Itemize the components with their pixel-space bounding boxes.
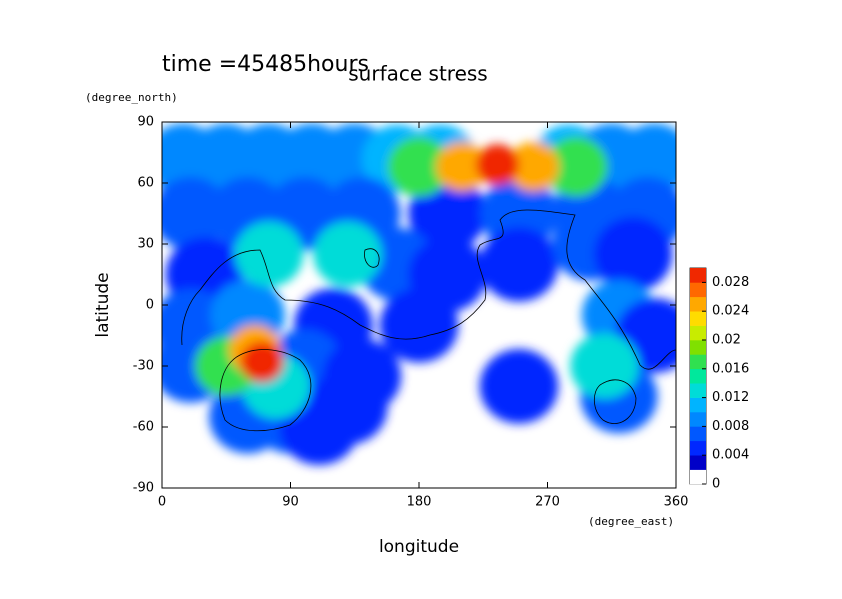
contour-region	[479, 227, 559, 302]
y-tick-label: 0	[146, 298, 154, 313]
y-units: (degree_north)	[85, 91, 178, 104]
y-tick-label: 90	[137, 115, 154, 130]
contour-region	[593, 216, 673, 292]
colorbar-band	[690, 383, 706, 398]
x-tick-label: 270	[535, 495, 560, 510]
coastline	[181, 209, 676, 370]
colorbar-band	[690, 311, 706, 326]
colorbar-band	[690, 426, 706, 442]
contour-region	[379, 288, 459, 363]
colorbar-band	[690, 296, 706, 312]
contour-region	[435, 142, 488, 192]
colorbar-band	[690, 440, 706, 456]
y-tick-label: -60	[133, 420, 154, 435]
contour-region	[162, 176, 230, 251]
annotation: time =45485hours	[162, 52, 369, 77]
colorbar-band	[690, 282, 706, 298]
contour-region	[234, 221, 304, 287]
field	[162, 123, 676, 465]
x-tick-label: 90	[282, 495, 299, 510]
chart-title: surface stress	[348, 62, 487, 86]
coastlines	[181, 209, 676, 432]
contour-fill	[162, 123, 676, 465]
coastline	[364, 248, 380, 268]
colorbar-band	[690, 469, 706, 485]
contour-region	[570, 333, 639, 399]
contour-region	[617, 123, 676, 194]
colorbar-band	[690, 368, 706, 384]
colorbar-tick-label: 0.016	[712, 361, 749, 376]
coastline	[593, 379, 637, 424]
colorbar-tick-label: 0	[712, 477, 720, 492]
colorbar-tick-label: 0.028	[712, 275, 749, 290]
colorbar-tick-label: 0.004	[712, 448, 749, 463]
y-tick-label: -90	[133, 481, 154, 496]
y-tick-label: 60	[137, 176, 154, 191]
colorbar-band	[690, 397, 706, 413]
colorbar-band	[690, 268, 706, 283]
colorbar-band	[690, 340, 706, 355]
y-label: latitude	[93, 272, 113, 337]
x-tick-label: 0	[158, 495, 166, 510]
colorbar-band	[690, 354, 706, 370]
colorbar-tick-label: 0.024	[712, 304, 749, 319]
contour-region	[387, 136, 451, 197]
x-label: longitude	[379, 537, 459, 557]
colorbar-tick-label: 0.02	[712, 333, 741, 348]
x-tick-label: 180	[407, 495, 432, 510]
contour-region	[313, 221, 382, 287]
colorbar-band	[690, 455, 706, 470]
contour-region	[240, 341, 284, 383]
y-tick-label: -30	[133, 359, 154, 374]
colorbar-band	[690, 412, 706, 427]
contour-region	[479, 349, 559, 424]
y-tick-label: 30	[137, 237, 154, 252]
colorbar-tick-label: 0.008	[712, 419, 749, 434]
contour-region	[544, 136, 608, 197]
contour-region	[475, 144, 520, 186]
x-units: (degree_east)	[588, 515, 674, 528]
colorbar-tick-label: 0.012	[712, 390, 749, 405]
contour-region	[480, 176, 558, 251]
x-tick-label: 360	[664, 495, 689, 510]
coastline	[219, 349, 312, 432]
colorbar-band	[690, 325, 706, 341]
contour-region	[507, 142, 560, 192]
